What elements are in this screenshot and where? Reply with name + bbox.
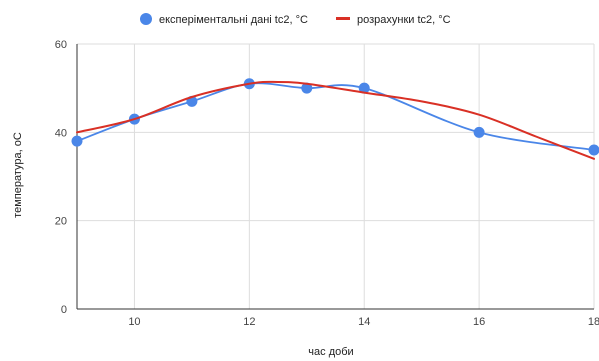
axes: 0 20 40 60 10 12 14 16 18 (55, 39, 599, 328)
legend: експеріментальні дані tc2, °C розрахунки… (140, 13, 451, 26)
x-tick-label: 12 (243, 316, 255, 328)
y-tick-label: 20 (55, 216, 67, 228)
experimental-data-point (358, 82, 370, 94)
experimental-data-point (71, 135, 83, 147)
x-tick-label: 10 (128, 316, 140, 328)
legend-marker-calculated (336, 17, 350, 20)
x-axis-title: час доби (308, 346, 353, 358)
series-layer (71, 78, 599, 160)
y-tick-label: 0 (61, 304, 67, 316)
legend-label-experimental: експеріментальні дані tc2, °C (159, 14, 308, 26)
legend-item-experimental[interactable]: експеріментальні дані tc2, °C (140, 13, 308, 26)
y-axis-title: температура, оС (12, 132, 24, 218)
y-tick-label: 40 (55, 127, 67, 139)
x-tick-label: 16 (473, 316, 485, 328)
x-tick-label: 18 (588, 316, 599, 328)
legend-label-calculated: розрахунки tc2, °C (357, 14, 451, 26)
calculated-series-line (76, 80, 595, 160)
experimental-data-point (473, 126, 485, 138)
x-tick-label: 14 (358, 316, 370, 328)
legend-marker-experimental (140, 13, 152, 25)
experimental-series-line (76, 82, 595, 151)
y-tick-label: 60 (55, 39, 67, 51)
gridlines (77, 43, 595, 309)
legend-item-calculated[interactable]: розрахунки tc2, °C (336, 14, 451, 26)
experimental-data-point (588, 144, 599, 156)
experimental-data-point (301, 82, 313, 94)
